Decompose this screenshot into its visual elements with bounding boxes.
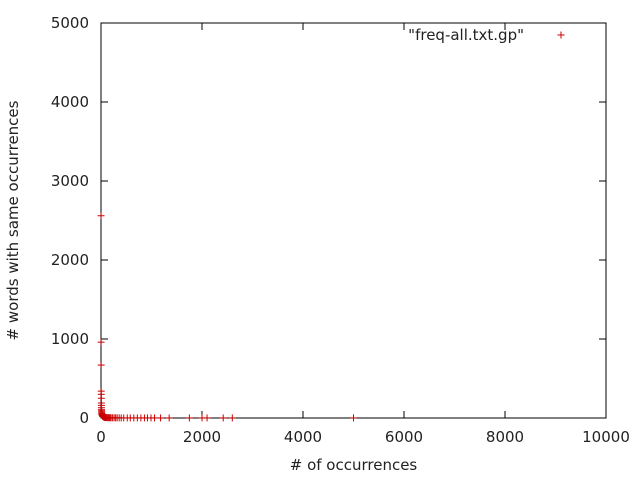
legend-label: "freq-all.txt.gp" — [408, 26, 524, 44]
x-tick-label: 10000 — [582, 428, 630, 446]
y-tick-label: 2000 — [51, 251, 89, 269]
y-tick-label: 5000 — [51, 14, 89, 32]
x-tick-label: 0 — [96, 428, 106, 446]
points-layer — [97, 212, 357, 422]
data-point — [203, 414, 211, 422]
data-point — [151, 414, 159, 422]
x-tick-label: 8000 — [486, 428, 524, 446]
y-tick-label: 1000 — [51, 330, 89, 348]
data-point — [157, 414, 165, 422]
x-tick-label: 2000 — [183, 428, 221, 446]
x-axis-label: # of occurrences — [290, 456, 418, 474]
data-point — [228, 414, 236, 422]
legend-marker — [557, 31, 565, 39]
data-point — [350, 414, 357, 422]
data-point — [97, 361, 105, 369]
legend-marker-glyph — [557, 31, 565, 39]
data-point — [219, 414, 227, 422]
y-axis-label: # words with same occurrences — [4, 100, 22, 340]
data-point — [165, 414, 173, 422]
data-point — [97, 212, 105, 220]
y-tick-label: 0 — [79, 409, 89, 427]
legend: "freq-all.txt.gp" — [408, 26, 565, 44]
data-point — [97, 338, 105, 346]
y-tick-label: 3000 — [51, 172, 89, 190]
y-tick-label: 4000 — [51, 93, 89, 111]
plot-frame — [100, 22, 607, 419]
data-point — [185, 414, 193, 422]
x-tick-label: 6000 — [385, 428, 423, 446]
ticks-layer: 0 2000 4000 6000 8000 10000 0 1000 2000 3000 4000 5… — [51, 14, 630, 446]
x-tick-label: 4000 — [284, 428, 322, 446]
